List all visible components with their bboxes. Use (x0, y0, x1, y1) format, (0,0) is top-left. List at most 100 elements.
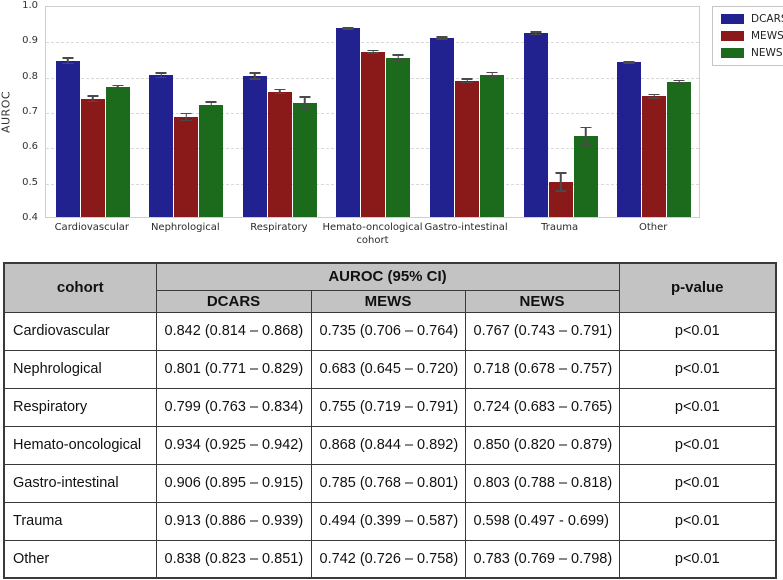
mews-bar (455, 80, 480, 217)
error-bar-stem (534, 31, 537, 36)
dcars-bar (55, 60, 80, 217)
error-bar (180, 112, 192, 122)
legend-swatch-icon (721, 31, 744, 41)
auroc-bar-chart: AUROC 1.0 0.9 0.8 0.7 0.6 0.5 0.4 Cardiovascul… (0, 0, 783, 258)
error-bar-cap-bottom (87, 100, 99, 103)
cell-cohort: Cardiovascular (3, 311, 157, 351)
error-bar-cap-top (648, 93, 660, 96)
error-bar-cap-top (62, 57, 74, 59)
cell-news-value: 0.718 (0.678 – 0.757) (464, 349, 620, 389)
bar-slot (361, 5, 386, 217)
error-bar-cap-top (299, 96, 311, 98)
error-bar-stem (559, 172, 562, 192)
bar-slot (242, 5, 267, 217)
error-bar (648, 93, 660, 99)
legend-swatch-icon (721, 48, 744, 58)
error-bar-stem (678, 79, 680, 84)
cell-dcars-value: 0.906 (0.895 – 0.915) (155, 463, 312, 503)
y-tick-label: 1.0 (22, 0, 38, 11)
news-bar (105, 87, 130, 217)
cell-cohort: Trauma (3, 501, 157, 541)
mews-bar (361, 51, 386, 217)
mews-bar (267, 91, 292, 217)
error-bar (112, 84, 124, 91)
bar-slot (523, 5, 548, 217)
dcars-bar (523, 33, 548, 217)
error-bar-cap-bottom (486, 75, 498, 78)
error-bar (367, 49, 379, 54)
error-bar-cap-bottom (180, 119, 192, 122)
error-bar-stem (397, 54, 400, 62)
cell-dcars-value: 0.801 (0.771 – 0.829) (155, 349, 312, 389)
cell-dcars-value: 0.934 (0.925 – 0.942) (155, 425, 312, 465)
table-row: Other 0.838 (0.823 – 0.851) 0.742 (0.726 –… (3, 539, 777, 579)
legend-swatch-icon (721, 14, 744, 24)
cell-news-value: 0.598 (0.497 - 0.699) (464, 501, 620, 541)
error-bar-stem (304, 96, 306, 109)
cell-cohort: Nephrological (3, 349, 157, 389)
cell-pvalue: p<0.01 (618, 463, 777, 503)
bar-slot (548, 5, 573, 217)
error-bar (299, 96, 311, 109)
results-table-section: cohort AUROC (95% CI) p-value DCARS MEWS N… (3, 262, 778, 579)
cell-mews-value: 0.494 (0.399 – 0.587) (310, 501, 466, 541)
y-tick-label: 0.5 (22, 176, 38, 188)
error-bar-cap-bottom (436, 38, 448, 40)
bar-slot (55, 5, 80, 217)
error-bar-cap-bottom (367, 52, 379, 54)
col-subheader-dcars: DCARS (155, 289, 312, 313)
legend-label: MEWS (751, 30, 783, 42)
bar-slot (667, 5, 692, 217)
cell-cohort: Gastro-intestinal (3, 463, 157, 503)
error-bar (155, 72, 167, 79)
cell-pvalue: p<0.01 (618, 387, 777, 427)
error-bar-stem (466, 78, 468, 84)
bar-slot (174, 5, 199, 217)
x-tick-label: Gastro-intestinal (424, 222, 508, 233)
news-bar (292, 102, 317, 217)
error-bar (623, 60, 635, 64)
error-bar-stem (67, 57, 69, 65)
error-bar-stem (491, 71, 493, 78)
legend-item-dcars: DCARS (721, 13, 783, 25)
error-bar-cap-top (249, 72, 261, 74)
error-bar (205, 101, 217, 109)
bar-slot (336, 5, 361, 217)
table-row: Nephrological 0.801 (0.771 – 0.829) 0.683 … (3, 349, 777, 389)
error-bar-stem (92, 95, 94, 103)
cell-news-value: 0.724 (0.683 – 0.765) (464, 387, 620, 427)
error-bar-cap-bottom (155, 76, 167, 79)
bar-slot (80, 5, 105, 217)
cell-mews-value: 0.785 (0.768 – 0.801) (310, 463, 466, 503)
error-bar-cap-bottom (392, 60, 404, 62)
plot-area (45, 6, 700, 218)
cell-mews-value: 0.868 (0.844 – 0.892) (310, 425, 466, 465)
error-bar-stem (210, 101, 213, 109)
cell-mews-value: 0.683 (0.645 – 0.720) (310, 349, 466, 389)
cell-pvalue: p<0.01 (618, 349, 777, 389)
news-bar (667, 81, 692, 217)
error-bar-stem (584, 126, 587, 145)
error-bar-cap-bottom (555, 190, 567, 192)
bar-group-other (607, 7, 701, 217)
y-tick-label: 0.7 (22, 106, 38, 117)
bar-slot (430, 5, 455, 217)
error-bar (580, 126, 592, 145)
cell-pvalue: p<0.01 (618, 425, 777, 465)
col-header-pvalue: p-value (618, 262, 777, 313)
error-bar-stem (279, 88, 281, 95)
bar-slot (292, 5, 317, 217)
error-bar (249, 72, 261, 80)
auroc-results-table: cohort AUROC (95% CI) p-value DCARS MEWS N… (3, 262, 778, 579)
x-tick-label: Cardiovascular (54, 222, 129, 233)
mews-bar (642, 96, 667, 217)
error-bar (62, 57, 74, 65)
bar-slot (105, 5, 130, 217)
error-bar (461, 78, 473, 84)
error-bar-cap-bottom (530, 33, 542, 36)
col-subheader-mews: MEWS (310, 289, 466, 313)
bar-slot (573, 5, 598, 217)
dcars-bar (242, 76, 267, 217)
error-bar-cap-top (180, 112, 192, 115)
legend-item-mews: MEWS (721, 30, 783, 42)
